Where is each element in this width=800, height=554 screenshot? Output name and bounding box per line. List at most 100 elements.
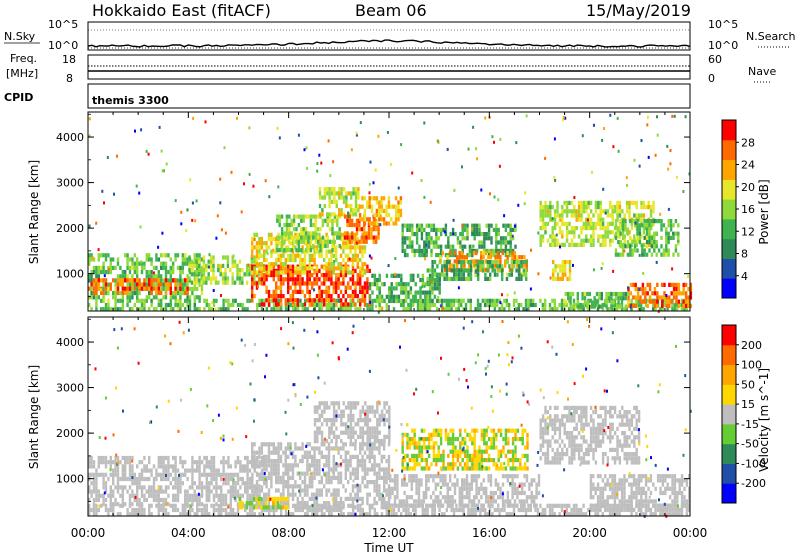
power-cell (636, 295, 640, 300)
velocity-cell (90, 472, 93, 477)
power-cell (415, 240, 419, 245)
power-cell (200, 276, 203, 281)
power-cell (294, 307, 297, 312)
power-cell (585, 221, 588, 226)
velocity-cell (174, 464, 177, 469)
power-cell (356, 298, 360, 303)
power-cell (308, 273, 311, 278)
velocity-cell (97, 460, 100, 465)
power-cell (390, 204, 393, 209)
power-cell (233, 259, 237, 264)
power-cell (551, 234, 554, 239)
power-cell (352, 302, 355, 308)
power-cell (433, 282, 437, 287)
velocity-cell (303, 480, 307, 485)
power-cell (133, 270, 136, 275)
power-cell (320, 289, 323, 294)
velocity-cell (279, 501, 283, 506)
power-cell (435, 240, 438, 245)
power-speckle (390, 163, 392, 166)
velocity-cell (330, 480, 333, 485)
power-cell (515, 298, 518, 303)
velocity-cell (236, 489, 240, 494)
velocity-cell (299, 488, 302, 493)
power-cell (366, 281, 369, 286)
power-cell (169, 265, 172, 270)
velocity-cell (260, 475, 263, 480)
power-cell (354, 195, 358, 200)
power-cell (380, 217, 383, 222)
velocity-cell (196, 493, 199, 498)
power-cell (104, 302, 108, 308)
velocity-cell (292, 512, 295, 517)
power-cell (580, 209, 583, 214)
velocity-cell (92, 481, 96, 486)
power-cell (689, 287, 693, 292)
power-cell (489, 260, 492, 265)
power-cell (506, 250, 509, 256)
power-cell (190, 259, 194, 264)
power-cell (430, 248, 433, 253)
power-cell (665, 252, 668, 257)
velocity-cell (572, 507, 576, 513)
velocity-cell (277, 488, 280, 493)
power-speckle (476, 157, 479, 161)
power-cell (435, 244, 438, 249)
velocity-cell (688, 503, 691, 508)
power-cell (628, 230, 631, 235)
power-cell (160, 278, 163, 283)
velocity-cell (306, 501, 309, 506)
power-cell (662, 248, 666, 253)
power-speckle (394, 257, 397, 260)
power-cell (684, 303, 688, 308)
power-cell (308, 245, 311, 250)
power-cell (411, 240, 414, 245)
power-cell (625, 307, 628, 312)
power-cell (253, 270, 256, 275)
power-cell (359, 257, 362, 263)
power-cell (455, 268, 458, 273)
power-cell (385, 213, 388, 218)
velocity-cell (385, 507, 388, 513)
power-cell (597, 238, 600, 243)
power-cell (300, 214, 303, 219)
power-cell (359, 302, 362, 307)
velocity-cell (277, 442, 280, 447)
power-cell (645, 205, 648, 210)
power-cell (554, 276, 557, 281)
power-cell (499, 255, 502, 260)
power-cell (328, 307, 331, 312)
power-speckle (555, 233, 558, 237)
power-cell (415, 227, 419, 232)
power-cell (95, 298, 98, 303)
velocity-cell (330, 492, 333, 497)
power-cell (378, 277, 381, 283)
power-cell (278, 248, 281, 253)
power-cell (628, 200, 631, 205)
power-cell (278, 218, 281, 223)
power-speckle (506, 272, 509, 276)
velocity-cell (323, 454, 326, 459)
velocity-cell (172, 455, 175, 461)
power-cell (318, 277, 321, 282)
velocity-cell (104, 460, 108, 465)
velocity-cell (618, 503, 621, 508)
power-cell (338, 187, 341, 192)
power-cell (193, 272, 196, 277)
power-cell (327, 273, 331, 278)
power-cell (145, 257, 148, 262)
power-cell (316, 235, 320, 240)
power-cell (404, 307, 408, 312)
velocity-cell (109, 472, 112, 477)
power-cell (100, 307, 103, 312)
power-cell (479, 307, 482, 312)
power-cell (100, 298, 103, 303)
power-cell (448, 276, 451, 281)
power-cell (155, 265, 158, 270)
power-cell (349, 277, 352, 282)
power-speckle (243, 182, 245, 186)
power-cell (288, 231, 291, 236)
power-cell (275, 241, 278, 246)
power-cell (491, 268, 494, 273)
velocity-cell (92, 497, 96, 503)
